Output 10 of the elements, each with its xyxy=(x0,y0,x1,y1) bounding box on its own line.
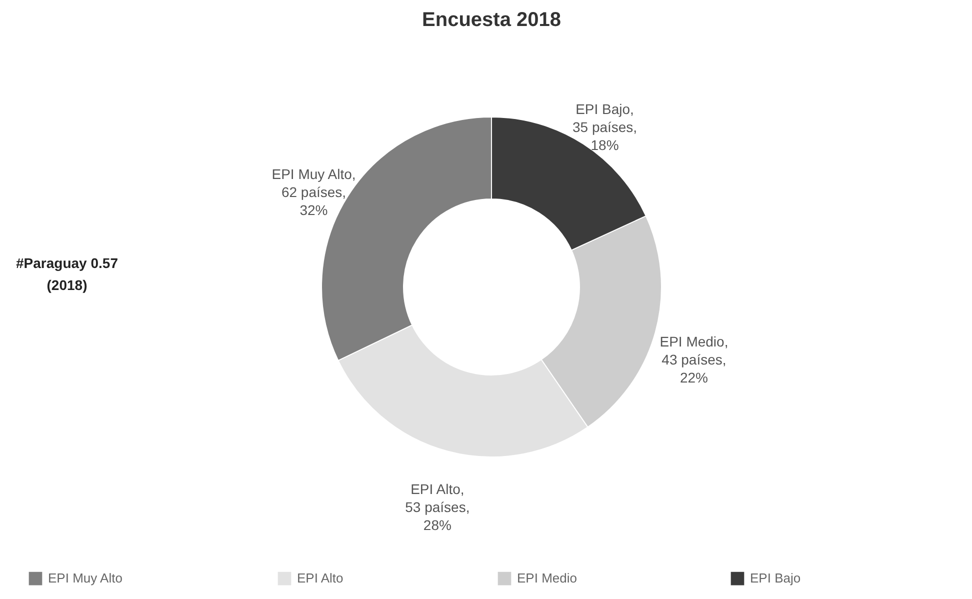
legend-label: EPI Muy Alto xyxy=(48,570,122,586)
legend-label: EPI Alto xyxy=(297,570,344,586)
legend-label: EPI Medio xyxy=(517,570,577,586)
data-label: EPI Bajo, 35 países, 18% xyxy=(572,101,638,154)
data-label: EPI Muy Alto, 62 países, 32% xyxy=(272,166,356,218)
legend-label: EPI Bajo xyxy=(750,570,801,586)
text: #Paraguay 0.57 (2018) xyxy=(16,255,118,293)
data-label: EPI Medio, 43 países, 22% xyxy=(660,334,728,386)
data-label: EPI Alto, 53 países, 28% xyxy=(405,480,470,533)
chart-title: Encuesta 2018 xyxy=(422,9,561,31)
